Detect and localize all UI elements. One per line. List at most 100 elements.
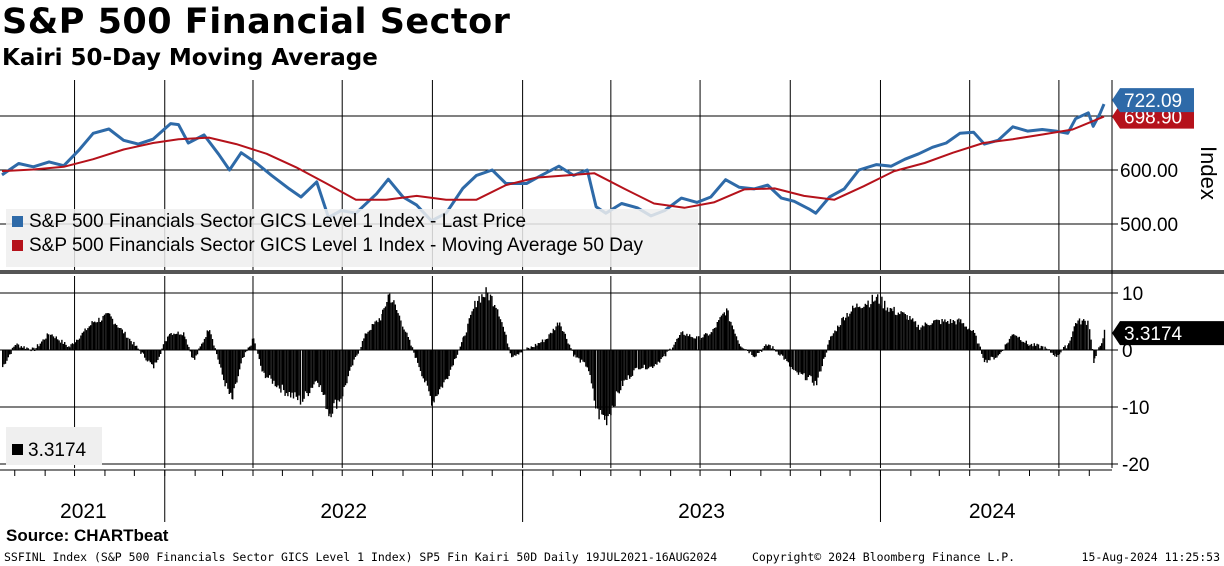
kairi-bar (59, 342, 62, 350)
kairi-bar (996, 350, 998, 358)
kairi-bar (784, 350, 787, 359)
kairi-bar (367, 331, 369, 350)
kairi-bar (50, 334, 52, 350)
x-year-label: 2022 (320, 500, 367, 523)
kairi-bar (1044, 346, 1046, 350)
kairi-bar (1103, 329, 1106, 350)
kairi-bar (465, 332, 468, 350)
kairi-bar (962, 323, 965, 350)
kairi-bar (84, 328, 86, 350)
kairi-bar (1021, 341, 1023, 350)
kairi-bar (343, 350, 345, 387)
kairi-bar (446, 350, 448, 379)
kairi-bar (947, 321, 949, 350)
kairi-bar (1011, 334, 1013, 350)
kairi-bar (1036, 343, 1038, 350)
kairi-bar (386, 302, 388, 350)
kairi-bar (69, 347, 71, 350)
source-note: Source: CHARTbeat (6, 526, 169, 545)
kairi-bar (350, 350, 352, 367)
kairi-bar (961, 323, 963, 350)
kairi-bar (907, 319, 910, 350)
kairi-bar (154, 350, 156, 363)
kairi-bar (169, 333, 171, 350)
kairi-bar (444, 350, 446, 380)
kairi-bar (512, 350, 514, 357)
kairi-bar (938, 320, 940, 350)
kairi-bar (627, 350, 629, 376)
kairi-bar (990, 350, 992, 357)
kairi-bar (642, 350, 644, 368)
kairi-bar (754, 350, 756, 358)
kairi-bar (923, 326, 925, 350)
kairi-bar (804, 350, 807, 381)
kairi-bar (489, 294, 492, 350)
kairi-bar (35, 348, 37, 350)
kairi-bar (239, 350, 241, 370)
kairi-bar (870, 304, 872, 350)
kairi-bar (551, 333, 553, 350)
kairi-bar (398, 315, 401, 350)
kairi-bar (183, 332, 185, 350)
kairi-bar (912, 318, 914, 350)
kairi-bar (821, 350, 823, 367)
kairi-bar (329, 350, 331, 414)
kairi-bar (660, 350, 662, 359)
kairi-bar (428, 350, 430, 392)
kairi-bar (1068, 343, 1070, 350)
kairi-bar (164, 341, 166, 350)
kairi-bar (871, 294, 873, 350)
kairi-bar (467, 323, 469, 350)
last-value-label: 698.90 (1124, 108, 1182, 129)
kairi-bar (6, 350, 8, 361)
kairi-bar (643, 350, 645, 365)
kairi-bar (986, 350, 988, 363)
kairi-bar (130, 341, 132, 350)
lower-y-tick-label: -20 (1122, 455, 1149, 476)
kairi-bar (796, 350, 798, 373)
kairi-bar (121, 329, 123, 350)
kairi-bar (364, 333, 366, 350)
kairi-bar (541, 339, 544, 350)
kairi-bar (1024, 342, 1026, 350)
lower-y-tick-label: 10 (1122, 284, 1143, 305)
kairi-bar (83, 331, 85, 350)
kairi-bar (378, 318, 380, 350)
kairi-bar (318, 350, 320, 388)
kairi-bar (790, 350, 792, 367)
kairi-bar (133, 341, 135, 350)
kairi-bar (901, 312, 904, 350)
kairi-bar (136, 345, 138, 350)
kairi-bar (214, 348, 216, 350)
kairi-bar (171, 334, 174, 350)
kairi-bar (1085, 324, 1088, 350)
kairi-bar (253, 338, 255, 350)
kairi-bar (167, 336, 169, 350)
kairi-bar (307, 350, 309, 397)
kairi-bar (426, 350, 429, 386)
kairi-bar (113, 324, 115, 350)
kairi-bar (151, 350, 153, 365)
kairi-bar (877, 294, 879, 350)
kairi-bar (795, 350, 797, 371)
kairi-bar (657, 350, 659, 362)
chart-subtitle: Kairi 50-Day Moving Average (2, 45, 378, 71)
kairi-bar (101, 320, 103, 350)
kairi-bar (421, 350, 423, 377)
kairi-bar (352, 350, 354, 366)
kairi-bar (488, 300, 490, 350)
kairi-bar (354, 350, 357, 357)
kairi-bar (556, 322, 559, 350)
kairi-bar (429, 350, 431, 396)
kairi-bar (900, 311, 902, 350)
kairi-bar (484, 297, 486, 350)
kairi-bar (380, 320, 382, 350)
kairi-bar (443, 350, 445, 383)
kairi-bar (1064, 345, 1066, 350)
kairi-bar (269, 350, 271, 376)
kairi-bar (630, 350, 632, 377)
kairi-bar (741, 347, 743, 350)
kairi-bar (567, 343, 569, 350)
kairi-bar (515, 350, 517, 356)
kairi-bar (280, 350, 282, 393)
